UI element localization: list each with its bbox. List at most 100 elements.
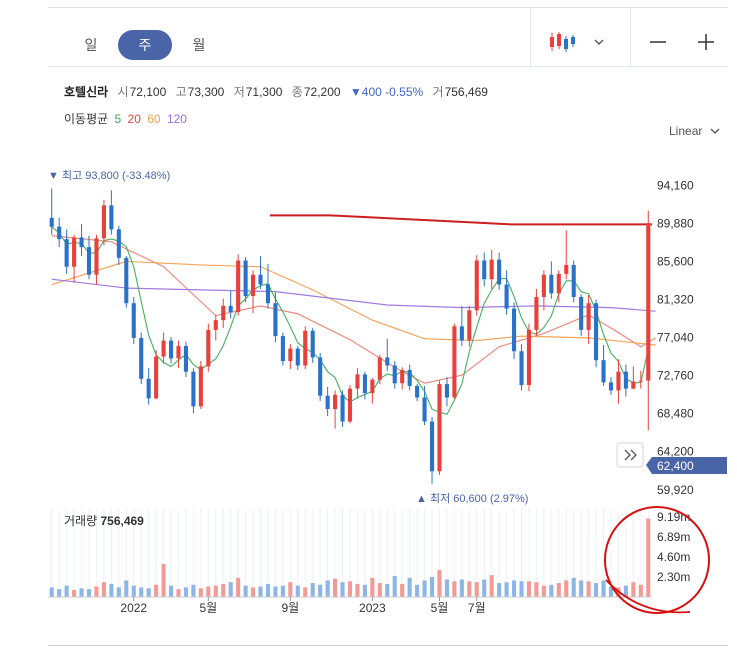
change-percent: -0.55% xyxy=(385,85,424,99)
candle-body xyxy=(116,229,121,258)
candle xyxy=(467,305,472,347)
scroll-latest-button[interactable] xyxy=(616,442,644,468)
candle xyxy=(236,254,241,316)
scale-selector[interactable]: Linear xyxy=(669,124,720,138)
volume-axis: 9.19m 6.89m 4.60m 2.30m xyxy=(657,510,690,584)
candle xyxy=(623,364,628,397)
chart-type-button[interactable] xyxy=(542,22,582,62)
volume-bar xyxy=(318,584,323,597)
double-chevron-right-icon xyxy=(624,449,637,461)
candle xyxy=(415,384,420,402)
tab-day[interactable]: 일 xyxy=(84,37,98,53)
candle xyxy=(541,270,546,311)
tab-month[interactable]: 월 xyxy=(192,37,206,53)
volume-bar xyxy=(310,583,315,597)
volume-bar xyxy=(474,582,479,597)
volume-bar xyxy=(608,586,614,597)
volume-bar xyxy=(198,588,203,597)
candle xyxy=(94,234,99,285)
chart-type-dropdown[interactable] xyxy=(588,22,610,62)
candle-body xyxy=(534,296,539,330)
candle xyxy=(146,368,151,405)
volume-bar xyxy=(556,583,561,597)
volume-tick-label: 4.60m xyxy=(657,550,690,564)
close-label: 종 xyxy=(291,85,303,99)
candle xyxy=(601,345,606,386)
candle-body xyxy=(519,351,524,386)
candle xyxy=(482,252,487,287)
volume-bar xyxy=(101,582,106,597)
candle-body xyxy=(474,260,479,311)
zoom-out-button[interactable] xyxy=(640,22,676,62)
volume-bar xyxy=(49,587,54,597)
candle-body xyxy=(191,371,196,407)
candle-body xyxy=(303,330,308,366)
candle-body xyxy=(251,274,256,297)
volume-bar xyxy=(534,582,539,597)
tab-week[interactable]: 주 xyxy=(118,30,172,60)
volume-bar xyxy=(72,590,77,597)
stock-summary: 호텔신라 시72,100 고73,300 저71,300 종72,200 ▼40… xyxy=(64,83,494,100)
candle-body xyxy=(206,329,211,367)
candle xyxy=(549,261,554,299)
candle xyxy=(318,353,323,402)
candle-body xyxy=(422,397,427,422)
time-tick-label: 7월 xyxy=(468,601,486,615)
last-price-label: 62,400 xyxy=(657,459,694,473)
volume-bar xyxy=(213,585,218,597)
volume-bar xyxy=(86,589,92,597)
candle-body xyxy=(616,371,621,391)
price-tick-label: 59,920 xyxy=(657,483,694,497)
volume-bar xyxy=(288,582,293,597)
volume-bar xyxy=(541,585,546,597)
volume-label: 거 xyxy=(432,85,444,99)
candle-body xyxy=(198,366,203,407)
candle xyxy=(616,359,621,404)
candle-body xyxy=(482,260,487,280)
candle-body xyxy=(549,274,554,294)
candle xyxy=(183,341,189,378)
candle xyxy=(489,249,494,289)
candle-body xyxy=(459,326,464,341)
time-tick-label: 9월 xyxy=(281,601,299,615)
price-tick-label: 94,160 xyxy=(657,178,694,192)
volume-tick-label: 2.30m xyxy=(657,570,690,584)
volume-bar xyxy=(303,587,308,597)
candle xyxy=(101,200,106,246)
open-value: 72,100 xyxy=(129,85,167,99)
volume-bar xyxy=(623,585,628,597)
candle-body xyxy=(213,320,218,330)
volume-bar xyxy=(340,582,345,597)
zoom-in-button[interactable] xyxy=(688,22,724,62)
volume-bar xyxy=(437,569,442,597)
volume-bar xyxy=(370,577,375,597)
volume-bar xyxy=(228,582,233,597)
price-tick-label: 64,200 xyxy=(657,445,694,459)
candle xyxy=(333,390,338,429)
volume-bar xyxy=(407,577,412,597)
candle-body xyxy=(594,303,599,361)
candle xyxy=(474,255,479,316)
volume-bar xyxy=(168,585,174,597)
toolbar-divider xyxy=(630,8,631,66)
candle-body xyxy=(72,237,77,267)
candle-body xyxy=(355,374,360,389)
reference-line-path xyxy=(270,214,652,226)
down-arrow-icon: ▼ xyxy=(349,85,362,99)
time-tick-label: 5월 xyxy=(199,601,217,615)
volume-bar xyxy=(116,587,121,597)
time-axis: 2022 5월 9월 2023 5월 7월 xyxy=(48,596,652,615)
candle xyxy=(608,377,614,395)
candle xyxy=(310,328,315,363)
volume-value: 756,469 xyxy=(444,85,488,99)
candle xyxy=(526,323,532,392)
volume-title: 거래량 756,469 xyxy=(64,514,144,528)
candle-body xyxy=(623,371,628,389)
volume-bar xyxy=(400,583,405,597)
candle-body xyxy=(236,260,241,313)
candle-body xyxy=(437,384,442,472)
candle xyxy=(139,332,144,385)
ma120-line xyxy=(51,278,656,312)
ma-5-label: 5 xyxy=(114,112,122,126)
